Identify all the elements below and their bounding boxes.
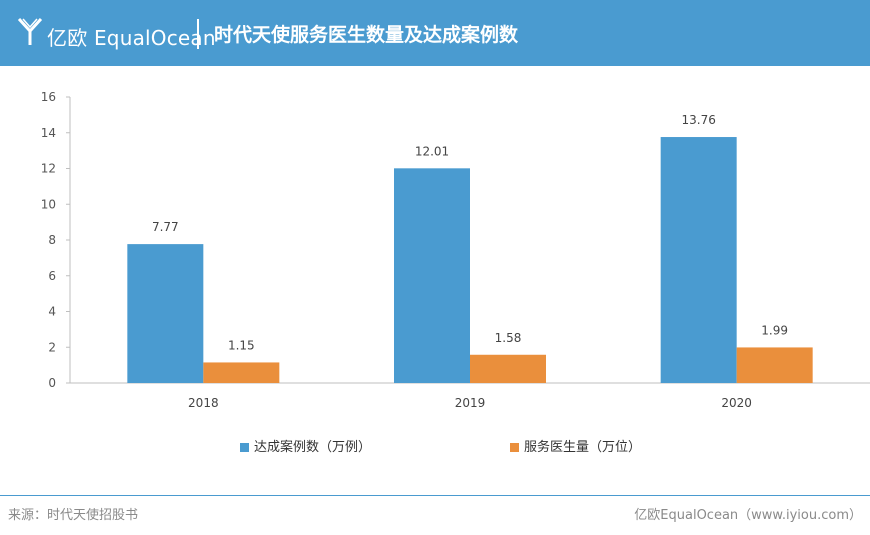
legend-swatch-cases [240, 443, 249, 452]
legend-item-doctors: 服务医生量（万位） [510, 436, 641, 455]
y-tick-label: 0 [48, 376, 56, 390]
y-tick-label: 6 [48, 269, 56, 283]
legend-item-cases: 达成案例数（万例） [240, 436, 371, 455]
y-tick-label: 12 [41, 162, 56, 176]
legend-label-cases: 达成案例数（万例） [254, 440, 372, 455]
header-bar: 亿欧 EqualOcean 时代天使服务医生数量及达成案例数 [0, 0, 870, 66]
header-divider [197, 19, 199, 49]
credit-note: 亿欧EqualOcean（www.iyiou.com） [634, 508, 862, 523]
bar-cases-2019 [394, 168, 470, 383]
bar-doctors-2019 [470, 354, 546, 383]
data-label-cases-2018: 7.77 [152, 220, 179, 234]
y-tick-label: 2 [48, 340, 56, 354]
data-label-doctors-2020: 1.99 [761, 323, 788, 337]
legend-swatch-doctors [510, 443, 519, 452]
x-tick-label-2020: 2020 [721, 396, 752, 410]
source-note: 来源：时代天使招股书 [8, 508, 139, 523]
x-tick-label-2018: 2018 [188, 396, 219, 410]
data-label-doctors-2018: 1.15 [228, 338, 255, 352]
y-tick-label: 14 [41, 126, 56, 140]
footer-rule [0, 495, 870, 496]
y-tick-label: 10 [41, 197, 56, 211]
data-label-doctors-2019: 1.58 [495, 331, 522, 345]
bar-chart: 0 2 4 6 8 10 12 14 16 7.77 1.15 2018 12.01 1.58 2019 13… [41, 90, 870, 410]
bar-doctors-2018 [203, 362, 280, 383]
x-tick-label-2019: 2019 [455, 396, 486, 410]
bar-doctors-2020 [736, 347, 813, 383]
bar-cases-2018 [127, 244, 204, 383]
data-label-cases-2019: 12.01 [415, 144, 449, 158]
page-title: 时代天使服务医生数量及达成案例数 [214, 24, 519, 46]
legend-label-doctors: 服务医生量（万位） [524, 440, 642, 455]
bar-cases-2020 [660, 137, 737, 383]
data-label-cases-2020: 13.76 [681, 113, 715, 127]
y-tick-label: 16 [41, 90, 56, 104]
logo-text: 亿欧 EqualOcean [47, 26, 216, 50]
y-tick-label: 4 [48, 305, 56, 319]
y-tick-label: 8 [48, 233, 56, 247]
equalocean-logo-icon [17, 17, 43, 45]
